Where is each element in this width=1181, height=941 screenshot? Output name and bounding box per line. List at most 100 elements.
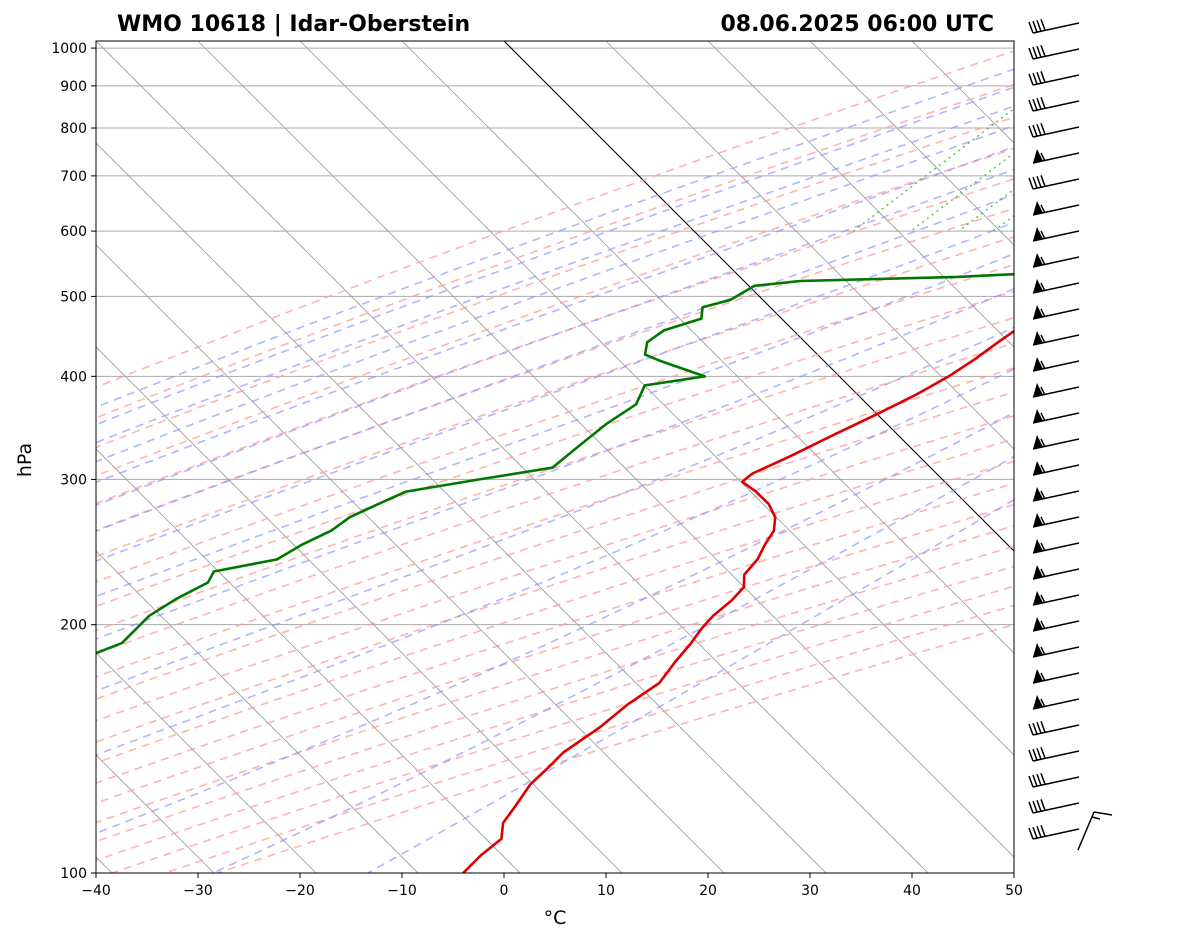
wind-barb: [1028, 97, 1080, 112]
barb-feather: [1040, 45, 1046, 57]
x-tick-label: 30: [801, 883, 819, 899]
wind-barb: [1032, 383, 1080, 398]
barb-feather: [1091, 816, 1101, 820]
wind-barb: [1028, 45, 1080, 60]
dry-adiabat: [96, 391, 1014, 700]
wind-barb: [1032, 253, 1080, 268]
barb-feather: [1040, 386, 1046, 396]
barb-feather: [1040, 123, 1046, 135]
barb-feather: [1028, 749, 1034, 762]
x-tick-label: 50: [1005, 883, 1023, 899]
y-tick-label: 1000: [51, 41, 87, 57]
moist-adiabat: [96, 124, 1014, 463]
y-tick-label: 100: [60, 866, 87, 882]
barb-feather: [1040, 490, 1046, 500]
barb-flag: [1033, 435, 1043, 449]
barb-staff: [1032, 178, 1080, 190]
barb-feather: [1032, 72, 1038, 85]
barb-flag: [1033, 539, 1043, 553]
barb-flag: [1033, 617, 1043, 631]
barb-flag: [1033, 487, 1043, 501]
barb-flag: [1033, 357, 1043, 371]
dry-adiabat: [96, 414, 1014, 722]
barb-feather: [1032, 800, 1038, 813]
wind-barb: [1028, 123, 1080, 138]
barb-feather: [1036, 19, 1042, 32]
isotherm-line: [96, 652, 317, 873]
barb-feather: [1036, 97, 1042, 110]
barb-feather: [1032, 748, 1038, 761]
barb-flag: [1033, 201, 1043, 215]
dewpoint-line: [96, 272, 1014, 655]
barb-feather: [1028, 125, 1034, 138]
isotherm-line: [0, 41, 10, 873]
wind-barb: [1028, 721, 1080, 736]
barb-feather: [1036, 45, 1042, 58]
barb-feather: [1040, 620, 1046, 630]
wind-barb: [1032, 669, 1080, 684]
isotherm-line: [96, 550, 419, 873]
moist-adiabat: [96, 252, 1014, 598]
y-tick-label: 600: [60, 224, 87, 240]
barb-feather: [1028, 775, 1034, 788]
wind-barb: [1032, 591, 1080, 606]
barb-flag: [1033, 513, 1043, 527]
barb-flag: [1033, 461, 1043, 475]
isotherm-line: [299, 41, 1014, 756]
barb-flag: [1033, 227, 1043, 241]
dry-adiabat: [96, 83, 1014, 419]
barb-flag: [1033, 409, 1043, 423]
dry-adiabat: [96, 116, 1014, 449]
dry-adiabat: [96, 236, 1014, 558]
barb-staff: [1032, 750, 1080, 762]
barb-flag: [1033, 669, 1043, 683]
x-tick-label: −40: [81, 883, 111, 899]
wind-barb: [1032, 201, 1080, 216]
wind-barb: [1028, 71, 1080, 86]
barb-flag: [1033, 149, 1043, 163]
barb-flag: [1033, 643, 1043, 657]
wind-barb: [1032, 331, 1080, 346]
barb-feather: [1040, 19, 1046, 31]
barb-feather: [1028, 99, 1034, 112]
barb-feather: [1040, 594, 1046, 604]
x-tick-label: −30: [183, 883, 213, 899]
dry-adiabat: [96, 482, 1014, 784]
barb-feather: [1036, 721, 1042, 734]
wind-barbs: [1028, 19, 1113, 851]
barb-feather: [1040, 773, 1046, 785]
barb-feather: [1040, 464, 1046, 474]
barb-feather: [1040, 308, 1046, 318]
wind-barb: [1028, 773, 1080, 788]
barb-feather: [1032, 124, 1038, 137]
barb-staff: [1032, 724, 1080, 736]
barb-feather: [1040, 825, 1046, 837]
wind-barb: [1032, 227, 1080, 242]
barb-feather: [1040, 542, 1046, 552]
profile-series: [96, 272, 1014, 873]
x-axis-label: °C: [544, 907, 567, 929]
mixing-ratio-line: [1137, 41, 1181, 231]
x-tick-label: 10: [597, 883, 615, 899]
isotherm-line: [809, 41, 1014, 246]
barb-feather: [1028, 21, 1034, 34]
wind-barb: [1032, 617, 1080, 632]
wind-barb: [1032, 643, 1080, 658]
barb-staff: [1032, 22, 1080, 34]
wind-barb: [1032, 513, 1080, 528]
barb-feather: [1040, 721, 1046, 733]
chart-title-time: 08.06.2025 06:00 UTC: [720, 12, 994, 37]
dry-adiabat: [96, 147, 1014, 477]
y-tick-label: 800: [60, 121, 87, 137]
dry-adiabat: [164, 604, 1014, 873]
mixing-ratio-line: [853, 107, 1014, 232]
dry-adiabat: [96, 50, 1014, 389]
temperature-line: [462, 329, 1014, 873]
wind-barb: [1028, 175, 1080, 190]
dry-adiabat: [96, 524, 1014, 824]
x-tick-label: −10: [387, 883, 417, 899]
y-tick-label: 400: [60, 369, 87, 385]
moist-adiabat: [96, 193, 1014, 532]
barb-feather: [1040, 204, 1046, 214]
